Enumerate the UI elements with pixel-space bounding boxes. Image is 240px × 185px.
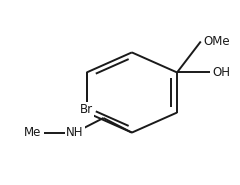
Text: NH: NH	[66, 126, 84, 139]
Text: OMe: OMe	[203, 35, 230, 48]
Text: Me: Me	[24, 126, 42, 139]
Text: Br: Br	[80, 103, 93, 116]
Text: OH: OH	[213, 66, 231, 79]
